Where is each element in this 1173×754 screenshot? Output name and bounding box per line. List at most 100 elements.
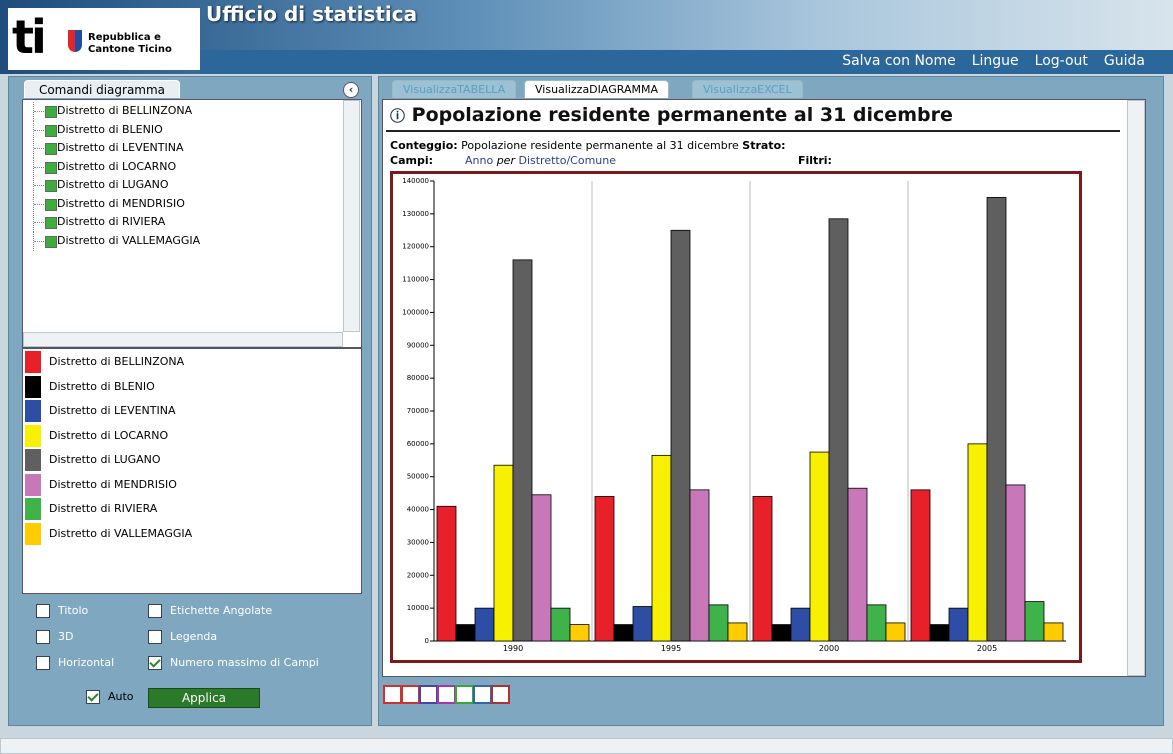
checkbox[interactable] — [148, 630, 162, 644]
tree-label: Distretto di LUGANO — [57, 178, 169, 191]
tree-check — [45, 180, 57, 192]
y-tick-label: 20000 — [407, 571, 429, 579]
bar — [570, 625, 589, 641]
checkbox[interactable] — [148, 656, 162, 670]
bar — [810, 452, 829, 641]
value: Distretto/Comune — [518, 154, 616, 167]
tree-item[interactable]: Distretto di MENDRISIO — [23, 195, 361, 214]
label: Campi: — [390, 154, 433, 167]
option[interactable]: Legenda — [148, 630, 217, 644]
title-text: Popolazione residente permanente al 31 d… — [412, 104, 953, 126]
check-mark — [87, 690, 98, 701]
bar — [456, 625, 475, 641]
legend-swatch — [25, 449, 41, 471]
y-tick-label: 40000 — [407, 506, 429, 514]
chart-type-icon[interactable] — [473, 685, 492, 704]
chart-type-icon[interactable] — [437, 685, 456, 704]
value: Popolazione residente permanente al 31 d… — [461, 139, 739, 152]
checkbox[interactable] — [36, 630, 50, 644]
tree: Distretto di BELLINZONA Distretto di BLEN… — [23, 100, 361, 250]
bar — [652, 455, 671, 641]
checkbox[interactable] — [148, 604, 162, 618]
y-tick-label: 60000 — [407, 440, 429, 448]
y-tick-label: 50000 — [407, 473, 429, 481]
bar — [1025, 602, 1044, 641]
checkbox[interactable] — [86, 690, 100, 704]
sidebar-tab[interactable]: Comandi diagramma — [24, 80, 180, 98]
bar — [848, 488, 867, 641]
view-tab[interactable]: VisualizzaTABELLA — [392, 80, 516, 98]
bar — [728, 623, 747, 641]
chart-type-icon[interactable] — [491, 685, 510, 704]
legend-swatch — [25, 376, 41, 398]
checkbox[interactable] — [36, 604, 50, 618]
legend-label: Distretto di BELLINZONA — [49, 355, 184, 368]
info-row: Conteggio: Popolazione residente permane… — [390, 139, 786, 152]
legend-swatch — [25, 400, 41, 422]
option[interactable]: Horizontal — [36, 656, 114, 670]
label: Conteggio: — [390, 139, 458, 152]
tree-label: Distretto di LOCARNO — [57, 160, 176, 173]
title-rule — [386, 130, 1120, 132]
bar — [791, 608, 810, 641]
legend-label: Distretto di LEVENTINA — [49, 404, 176, 417]
logo-shield — [68, 30, 82, 52]
apply-button[interactable]: Applica — [148, 688, 260, 708]
collapse-button[interactable]: ‹ — [343, 82, 359, 98]
tree-item[interactable]: Distretto di BELLINZONA — [23, 102, 361, 121]
legend-item: Distretto di BELLINZONA — [23, 350, 361, 375]
checkbox[interactable] — [36, 656, 50, 670]
v-scrollbar[interactable] — [343, 100, 360, 332]
legend-label: Distretto di VALLEMAGGIA — [49, 527, 192, 540]
tree-item[interactable]: Distretto di RIVIERA — [23, 213, 361, 232]
chart-type-icon[interactable] — [401, 685, 420, 704]
tree-item[interactable]: Distretto di VALLEMAGGIA — [23, 232, 361, 251]
chart-type-icon[interactable] — [455, 685, 474, 704]
tree-item[interactable]: Distretto di LUGANO — [23, 176, 361, 195]
tree-label: Distretto di BELLINZONA — [57, 104, 192, 117]
org-line: Cantone Ticino — [88, 44, 172, 55]
y-tick-label: 80000 — [407, 374, 429, 382]
bar — [1044, 623, 1063, 641]
menu-item[interactable]: Guida — [1104, 53, 1145, 69]
bar — [709, 605, 728, 641]
legend-label: Distretto di RIVIERA — [49, 502, 157, 515]
option[interactable]: Etichette Angolate — [148, 604, 272, 618]
logo-text: ti — [12, 10, 44, 64]
option-label: Numero massimo di Campi — [170, 656, 319, 669]
x-tick-label: 1995 — [661, 644, 681, 653]
bar — [633, 607, 652, 642]
menu-item[interactable]: Lingue — [972, 53, 1019, 69]
option[interactable]: 3D — [36, 630, 73, 644]
chart-title: ⓘ Popolazione residente permanente al 31… — [390, 104, 953, 126]
app-title: Ufficio di statistica — [206, 2, 417, 26]
tree-check — [45, 162, 57, 174]
tree-box: Distretto di BELLINZONA Distretto di BLEN… — [22, 99, 362, 348]
option[interactable]: Numero massimo di Campi — [148, 656, 319, 670]
y-tick-label: 100000 — [402, 308, 429, 316]
option-label: 3D — [58, 630, 73, 643]
menu-item[interactable]: Salva con Nome — [842, 53, 956, 69]
tree-check — [45, 217, 57, 229]
option-label: Horizontal — [58, 656, 114, 669]
chart-type-icon[interactable] — [383, 685, 402, 704]
h-scrollbar[interactable] — [23, 332, 343, 347]
chart-type-icon[interactable] — [419, 685, 438, 704]
option[interactable]: Auto — [86, 690, 134, 704]
tree-item[interactable]: Distretto di BLENIO — [23, 121, 361, 140]
y-tick-label: 0 — [425, 637, 429, 645]
tree-item[interactable]: Distretto di LEVENTINA — [23, 139, 361, 158]
tree-check — [45, 125, 57, 137]
option[interactable]: Titolo — [36, 604, 88, 618]
legend-item: Distretto di VALLEMAGGIA — [23, 522, 361, 547]
view-tab[interactable]: VisualizzaEXCEL — [692, 80, 803, 98]
menu-item[interactable]: Log-out — [1035, 53, 1088, 69]
bar — [690, 490, 709, 641]
tree-item[interactable]: Distretto di LOCARNO — [23, 158, 361, 177]
bar — [911, 490, 930, 641]
v-scrollbar[interactable] — [1127, 100, 1145, 676]
page-h-scrollbar[interactable] — [0, 738, 1173, 754]
legend-swatch — [25, 425, 41, 447]
view-tab[interactable]: VisualizzaDIAGRAMMA — [524, 80, 669, 98]
bar — [614, 625, 633, 641]
